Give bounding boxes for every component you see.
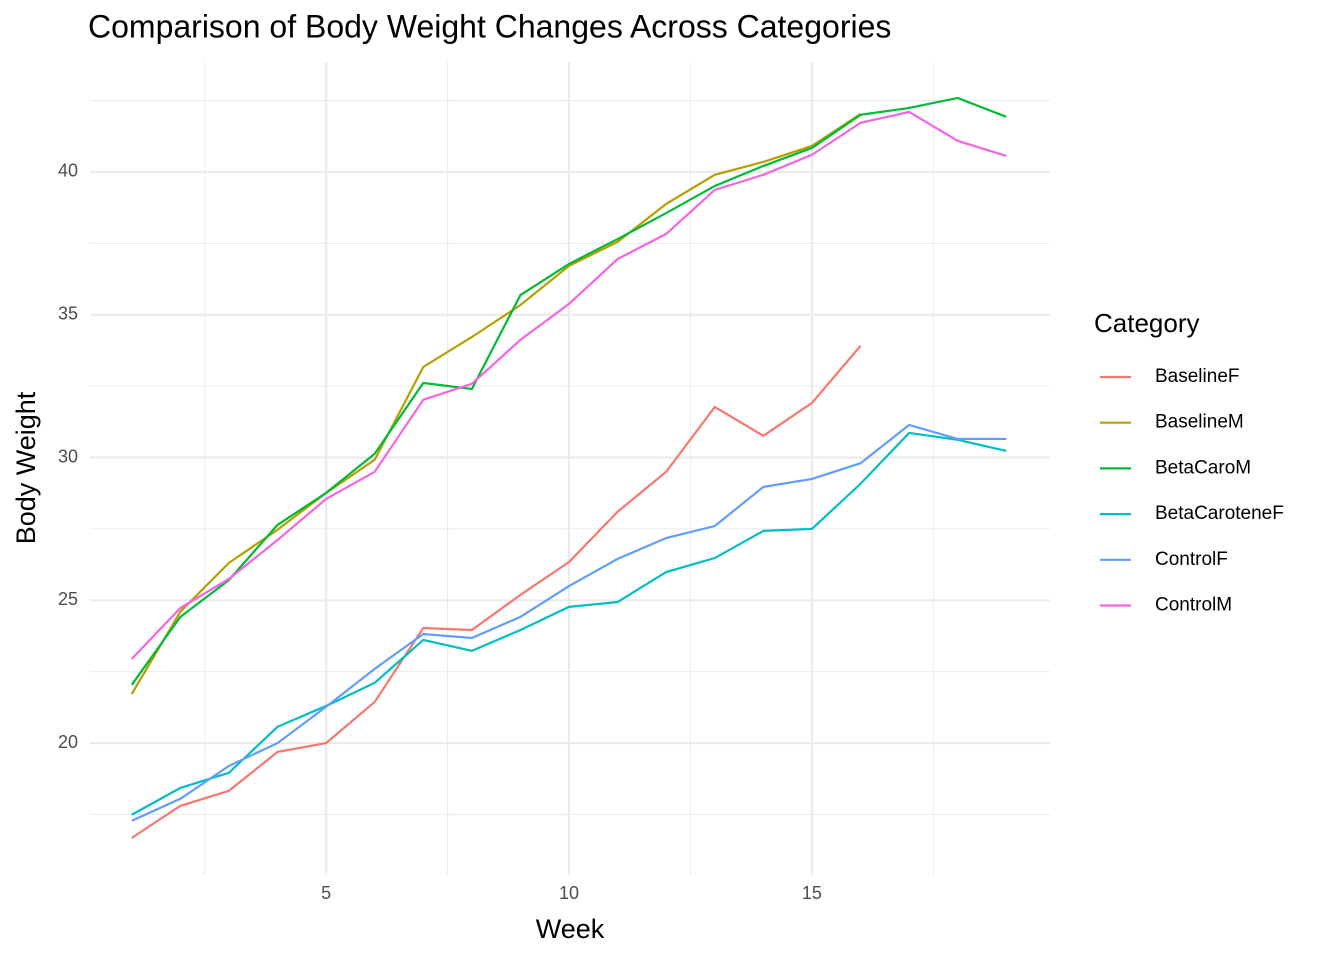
legend-label: ControlM [1155,595,1232,616]
x-axis-label: Week [536,914,605,944]
y-tick-label: 35 [58,303,78,323]
x-tick-label: 15 [802,883,822,903]
legend-label: BaselineF [1155,366,1240,387]
x-tick-label: 10 [559,883,579,903]
series-line [131,345,862,839]
legend-label: BetaCaroteneF [1155,503,1284,524]
series-line [131,431,1007,816]
legend-title: Category [1094,308,1200,338]
chart-title: Comparison of Body Weight Changes Across… [88,8,891,44]
legend-label: ControlF [1155,549,1228,570]
y-tick-label: 40 [58,161,78,181]
y-tick-label: 30 [58,446,78,466]
series-line [130,113,862,695]
y-tick-label: 20 [58,732,78,752]
grid [90,62,1050,875]
y-tick-label: 25 [58,589,78,609]
series-line [131,423,1007,822]
series-line [130,110,1007,660]
y-axis-label: Body Weight [11,391,41,544]
series-line [130,96,1007,686]
legend-label: BaselineM [1155,412,1244,433]
x-tick-label: 5 [321,883,331,903]
legend-label: BetaCaroM [1155,457,1251,478]
